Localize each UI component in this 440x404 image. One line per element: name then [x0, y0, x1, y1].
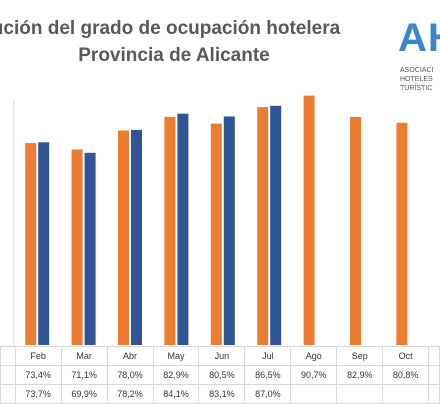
table-cell-cropped-1 [428, 365, 440, 385]
data-table: Feb Mar Abr May Jun Jul Ago Sep Oct 73,4% 71,1% 78… [0, 346, 440, 404]
table-cell-sep-series2 [336, 384, 384, 404]
chart-title-line2: Provincia de Alicante [78, 45, 270, 66]
table-cell-abr-series1: 78,0% [106, 365, 154, 385]
table-cell-may-series2: 84,1% [152, 384, 200, 404]
table-cell-mar-series1: 71,1% [60, 365, 108, 385]
table-cell-oct-series2 [382, 384, 430, 404]
bar-jul-series2 [270, 105, 282, 346]
table-row-series1: 73,4% 71,1% 78,0% 82,9% 80,5% 86,5% 90,7% 82,9%… [0, 365, 440, 385]
bar-ago-series1 [303, 95, 315, 345]
bar-jun-series2 [223, 116, 235, 345]
table-row-label-1 [0, 365, 16, 385]
table-cell-jul-series2: 87,0% [244, 384, 292, 404]
table-corner-cell [0, 346, 16, 366]
table-cell-feb-series1: 73,4% [14, 365, 62, 385]
table-header-oct: Oct [382, 346, 430, 366]
table-cell-jul-series1: 86,5% [244, 365, 292, 385]
bar-jun-series1 [210, 123, 222, 345]
bar-oct-series1 [396, 122, 408, 345]
table-row-series2: 73,7% 69,9% 78,2% 84,1% 83,1% 87,0% [0, 384, 440, 404]
table-cell-abr-series2: 78,2% [106, 384, 154, 404]
bar-chart [13, 95, 408, 346]
table-cell-ago-series1: 90,7% [290, 365, 338, 385]
logo-line-2: HOTELES [400, 76, 433, 83]
logo-line-1: ASOCIACI [400, 67, 434, 74]
table-cell-may-series1: 82,9% [152, 365, 200, 385]
table-header-abr: Abr [106, 346, 154, 366]
association-logo: AH [398, 16, 440, 60]
bar-mar-series1 [71, 149, 83, 345]
table-row-label-2 [0, 384, 16, 404]
bar-jul-series1 [257, 107, 269, 345]
table-cell-sep-series1: 82,9% [336, 365, 384, 385]
bar-abr-series2 [131, 129, 142, 345]
chart-title-line1: ución del grado de ocupación hotelera [0, 18, 341, 39]
bar-feb-series1 [25, 143, 37, 345]
table-header-cropped [428, 346, 440, 366]
table-header-sep: Sep [336, 346, 384, 366]
table-header-row: Feb Mar Abr May Jun Jul Ago Sep Oct [0, 346, 440, 366]
bar-feb-series2 [38, 142, 50, 345]
bar-sep-series1 [350, 117, 361, 345]
table-header-jun: Jun [198, 346, 246, 366]
bar-may-series2 [177, 113, 189, 345]
table-header-feb: Feb [14, 346, 62, 366]
table-cell-ago-series2 [290, 384, 338, 404]
bar-mar-series2 [84, 152, 96, 345]
table-cell-jun-series1: 80,5% [198, 365, 246, 385]
table-cell-cropped-2 [428, 384, 440, 404]
table-cell-jun-series2: 83,1% [198, 384, 246, 404]
table-cell-feb-series2: 73,7% [14, 384, 62, 404]
bar-abr-series1 [118, 130, 129, 345]
table-header-jul: Jul [244, 346, 292, 366]
logo-line-3: TURÍSTIC [400, 85, 433, 92]
table-cell-mar-series2: 69,9% [60, 384, 108, 404]
logo-caption: ASOCIACI HOTELES TURÍSTIC [400, 66, 433, 93]
table-cell-oct-series1: 80,8% [382, 365, 430, 385]
table-header-may: May [152, 346, 200, 366]
table-header-mar: Mar [60, 346, 108, 366]
table-header-ago: Ago [290, 346, 338, 366]
bar-may-series1 [164, 117, 176, 345]
